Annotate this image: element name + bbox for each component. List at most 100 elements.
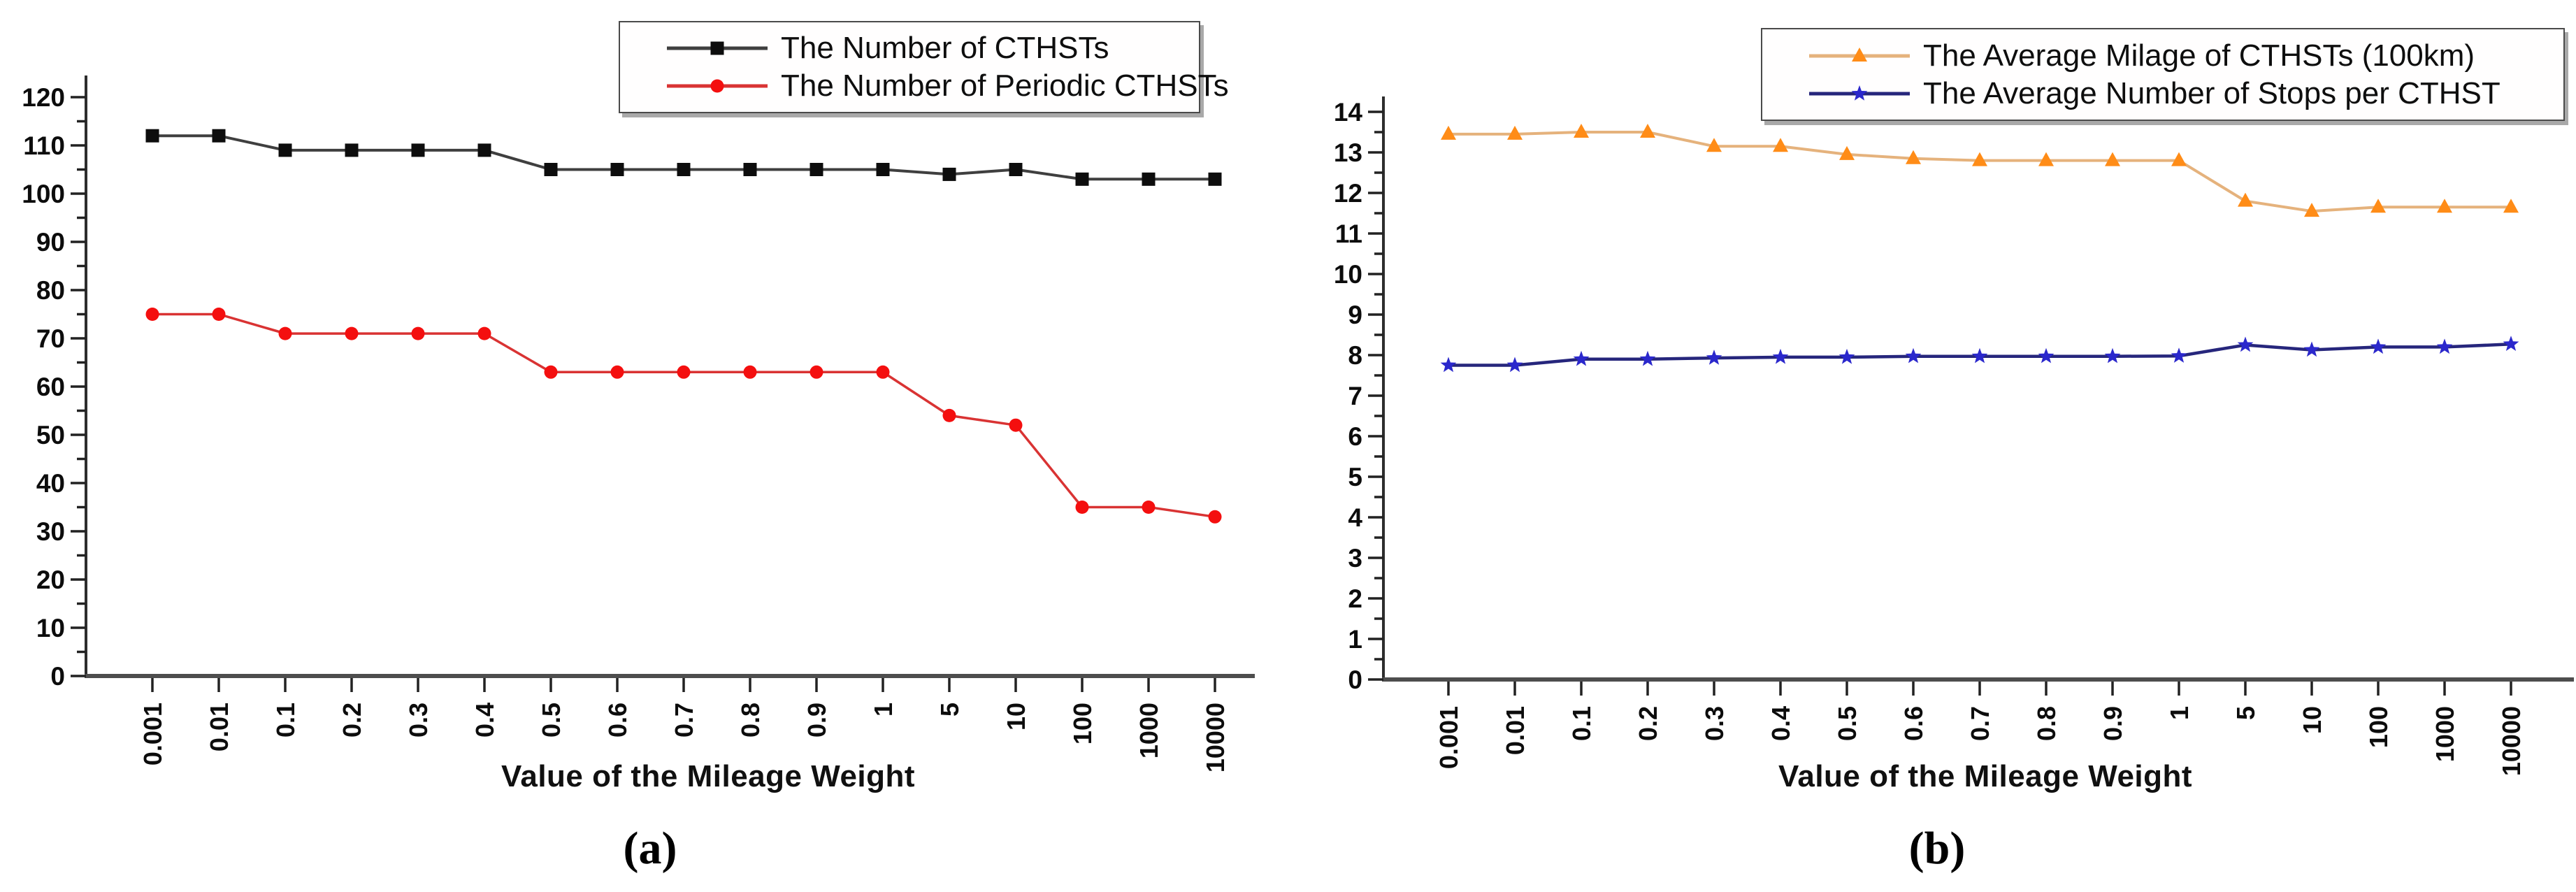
triangle-marker [2238,192,2253,207]
y-tick-label: 1 [1348,625,1362,654]
star-marker [1851,85,1868,101]
triangle-marker [1906,150,1921,164]
circle-marker [1009,418,1023,432]
x-tick-label: 100 [1068,703,1097,744]
y-tick-label: 60 [36,373,65,401]
x-tick-label: 1000 [2431,706,2459,762]
square-marker [610,163,624,176]
circle-legend-swatch [667,79,768,93]
triangle-marker [2304,203,2319,217]
x-tick-label: 1 [869,703,898,717]
star-marker [2370,338,2387,354]
axes [1382,96,2574,682]
triangle-marker [1839,145,1855,160]
square-marker [1075,172,1089,186]
square-marker [743,163,757,176]
x-tick-label: 100 [2364,706,2393,748]
chart-a-caption: (a) [623,823,677,874]
x-tick-label: 0.4 [470,703,499,738]
y-tick-label: 50 [36,421,65,449]
star-marker [2237,336,2254,352]
y-tick-label: 12 [1334,179,1362,208]
star-marker [2171,347,2187,363]
x-axis-ticks: 0.001 0.01 0.1 0.2 0.3 0.4 0.5 0.6 0.7 0.8 0.9 1 5 10… [138,678,1230,772]
star-marker [1772,348,1789,364]
square-marker [710,41,724,55]
x-tick-label: 0.2 [338,703,366,738]
x-tick-label: 0.6 [1899,706,1928,741]
y-tick-label: 10 [36,614,65,642]
circle-marker [1208,510,1222,524]
triangle-marker [1773,138,1788,152]
circle-marker [145,308,159,321]
y-tick-label: 6 [1348,422,1362,451]
circle-marker [345,326,359,340]
triangle-marker [1852,47,1867,62]
circle-marker [743,365,757,379]
x-tick-label: 5 [935,703,964,717]
y-tick-label: 80 [36,276,65,305]
triangle-marker [1441,125,1456,140]
legend-label: The Average Milage of CTHSTs (100km) [1923,38,2475,73]
triangle-marker [2370,199,2386,213]
y-tick-label: 120 [22,83,65,112]
x-tick-label: 0.9 [2099,706,2127,741]
chart-a-legend: The Number of CTHSTs The Number of Period… [619,21,1229,113]
legend-item: The Average Number of Stops per CTHST [1807,76,2563,111]
square-marker [145,129,159,143]
square-marker [544,163,558,176]
axes [85,75,1255,678]
square-marker [278,143,292,157]
square-marker [677,163,691,176]
x-tick-label: 5 [2231,706,2260,720]
square-legend-swatch [667,41,768,55]
series-line [1448,131,2511,213]
y-tick-label: 13 [1334,138,1362,167]
y-tick-label: 0 [50,662,65,691]
y-tick-label: 70 [36,324,65,353]
star-marker [2503,336,2519,351]
x-tick-label: 0.3 [1700,706,1729,741]
x-tick-label: 10 [2298,706,2326,734]
y-tick-label: 0 [1348,666,1362,694]
y-tick-label: 9 [1348,301,1362,329]
star-marker [1639,350,1656,366]
x-tick-label: 0.9 [803,703,831,738]
chart-panel-a: 0 10 20 30 40 50 60 70 80 90 100 110 120 0.001 0.01 0.1… [22,21,1255,874]
x-tick-label: 0.1 [1567,706,1596,741]
square-marker [212,129,226,143]
triangle-marker [1507,125,1523,140]
x-tick-label: 0.01 [205,703,233,751]
y-tick-label: 11 [1335,220,1362,248]
chart-a-x-axis-title: Value of the Mileage Weight [501,759,916,793]
y-tick-label: 100 [22,180,65,208]
square-marker [876,163,890,176]
circle-marker [710,79,724,93]
triangle-marker [2105,152,2120,166]
star-marker [1971,347,1988,364]
y-tick-label: 7 [1348,382,1362,410]
legend-label: The Number of CTHSTs [781,31,1109,65]
x-axis-ticks: 0.001 0.01 0.1 0.2 0.3 0.4 0.5 0.6 0.7 0.8 0.9 1 5 10… [1434,682,2526,776]
circle-marker [212,308,226,321]
y-axis-ticks: 0 10 20 30 40 50 60 70 80 90 100 110 120 [22,83,86,691]
series-1 [145,308,1222,524]
star-marker [2436,338,2453,354]
y-tick-label: 110 [23,131,65,160]
triangle-marker [2437,199,2452,213]
chart-b-caption: (b) [1908,823,1966,874]
triangle-marker [1640,124,1655,138]
circle-marker [677,365,691,379]
star-legend-swatch [1809,85,1910,101]
star-marker [1839,348,1855,364]
star-marker [2104,347,2121,364]
star-marker [2303,341,2320,357]
x-tick-label: 10000 [1201,703,1230,772]
circle-marker [477,326,491,340]
legend-item: The Number of Periodic CTHSTs [665,69,1229,103]
x-tick-label: 10000 [2497,706,2526,776]
